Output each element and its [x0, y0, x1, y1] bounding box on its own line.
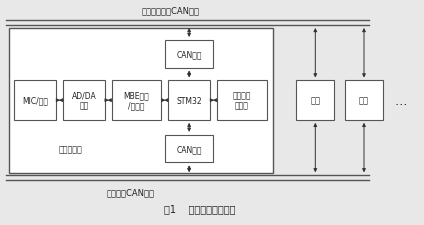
Text: MBE压缩
/解压缩: MBE压缩 /解压缩 [124, 91, 149, 110]
Bar [165, 135, 213, 163]
Text: CAN隔离: CAN隔离 [176, 144, 202, 153]
Text: 图1    井下对讲系统框图: 图1 井下对讲系统框图 [165, 203, 236, 213]
Text: 井下管理控制CAN总线: 井下管理控制CAN总线 [141, 6, 199, 15]
Bar [217, 81, 267, 120]
Text: STM32: STM32 [176, 96, 202, 105]
Text: MIC/喇叭: MIC/喇叭 [22, 96, 48, 105]
Bar [9, 29, 273, 173]
Text: 节点: 节点 [359, 96, 369, 105]
Text: AD/DA
转换: AD/DA 转换 [72, 91, 96, 110]
Text: CAN隔离: CAN隔离 [176, 50, 202, 59]
Text: 节点: 节点 [310, 96, 320, 105]
Bar [14, 81, 56, 120]
Bar [345, 81, 383, 120]
Bar [112, 81, 162, 120]
Bar [168, 81, 210, 120]
Bar [165, 41, 213, 68]
Text: 一语音节点: 一语音节点 [59, 144, 83, 153]
Text: 皮带保护
传感器: 皮带保护 传感器 [232, 91, 251, 110]
Text: …: … [394, 94, 407, 107]
Bar [63, 81, 105, 120]
Text: 井下语音CAN总线: 井下语音CAN总线 [106, 187, 154, 196]
Bar [296, 81, 334, 120]
